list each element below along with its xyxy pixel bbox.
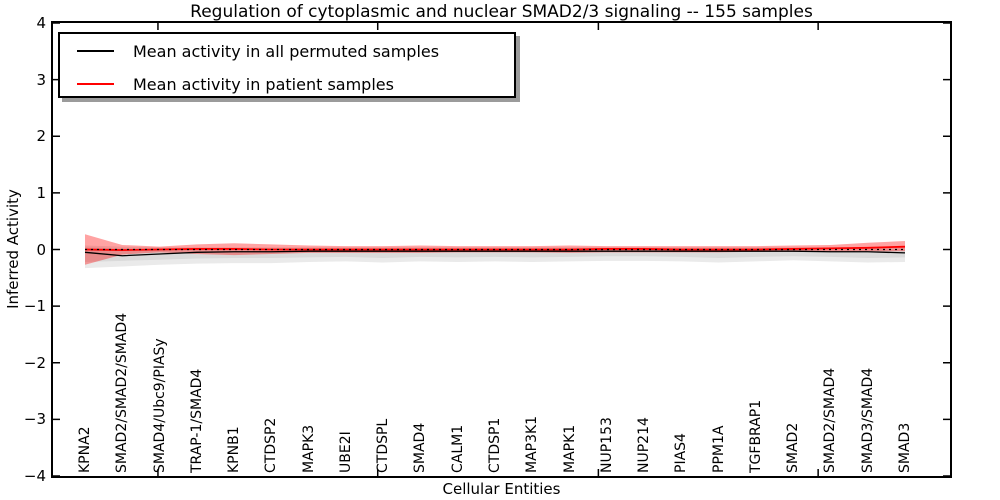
y-tick-label: 2 [36, 127, 46, 146]
x-category-label: NUP153 [598, 417, 615, 473]
x-category-label: SMAD2/SMAD4 [822, 367, 839, 473]
legend-item: Mean activity in patient samples [60, 68, 514, 100]
y-tick-label: 3 [36, 70, 46, 89]
x-category-label: CTDSP2 [263, 417, 280, 473]
x-category-label: SMAD2/SMAD2/SMAD4 [114, 312, 131, 473]
legend-label: Mean activity in all permuted samples [133, 41, 440, 61]
x-category-label: MAPK1 [561, 424, 578, 473]
x-category-label: MAPK3 [300, 424, 317, 473]
x-category-label: NUP214 [636, 417, 653, 473]
x-category-label: TGFBRAP1 [747, 399, 764, 473]
x-category-label: CTDSPL [375, 418, 392, 473]
x-category-label: TRAP-1/SMAD4 [188, 368, 205, 473]
y-tick-label: 1 [36, 183, 46, 202]
legend: Mean activity in all permuted samples Me… [58, 32, 516, 98]
chart-canvas [53, 23, 950, 476]
y-tick-label: −3 [23, 410, 46, 429]
legend-item: Mean activity in all permuted samples [60, 35, 514, 67]
x-category-label: SMAD4/Ubc9/PIASy [151, 338, 168, 473]
x-category-label: SMAD3 [897, 422, 913, 473]
x-category-label: KPNA2 [77, 426, 93, 473]
x-category-label: SMAD3/SMAD4 [859, 367, 876, 473]
legend-label: Mean activity in patient samples [133, 74, 394, 94]
x-category-label: KPNB1 [226, 426, 243, 473]
x-category-label: MAP3K1 [524, 415, 541, 473]
y-tick-label: −1 [23, 297, 46, 316]
legend-line-sample-permuted [77, 50, 114, 52]
y-tick-label: 4 [36, 14, 46, 32]
x-category-label: CTDSP1 [487, 417, 503, 473]
series-line-0 [84, 250, 906, 257]
x-axis-label: Cellular Entities [442, 480, 561, 498]
x-category-label: PPM1A [710, 425, 727, 473]
y-tick-label: 0 [36, 240, 46, 259]
y-tick-label: −2 [23, 353, 46, 372]
legend-line-sample-patient [77, 83, 114, 85]
x-category-label: UBE2I [337, 431, 354, 473]
chart-title: Regulation of cytoplasmic and nuclear SM… [190, 2, 813, 22]
x-category-label: SMAD4 [412, 422, 429, 473]
y-tick-label: −4 [23, 467, 46, 485]
x-category-label: PIAS4 [673, 433, 690, 473]
x-category-label: SMAD2 [785, 422, 802, 473]
x-category-label: CALM1 [449, 424, 466, 473]
y-axis-label: Inferred Activity [4, 189, 22, 309]
